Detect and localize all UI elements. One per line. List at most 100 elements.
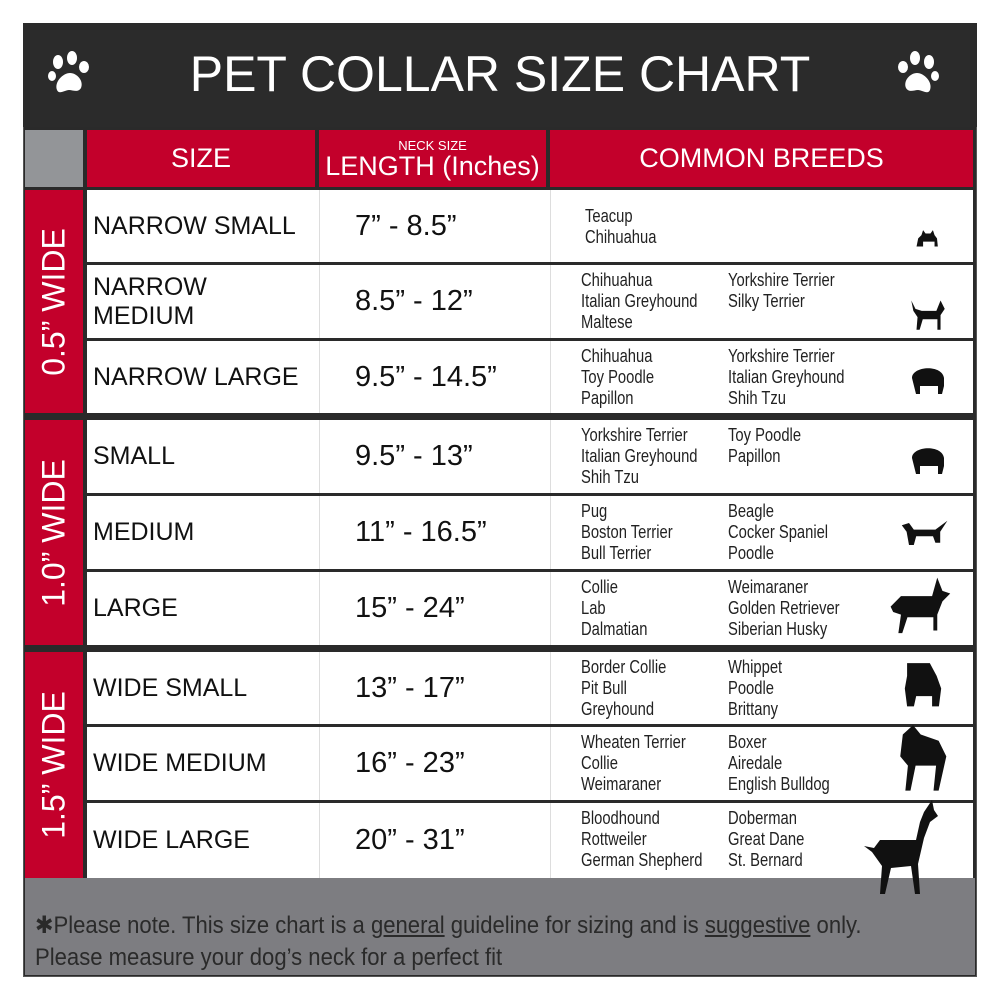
header-size: SIZE [87, 130, 315, 187]
note-line-2: Please measure your dog’s neck for a per… [35, 944, 503, 971]
breeds-cell: Collie Lab Dalmatian Weimaraner Golden Retri… [550, 572, 973, 645]
breed-name: Italian Greyhound [581, 446, 698, 466]
breed-name: Italian Greyhound [728, 367, 845, 387]
breed-name: Bloodhound [581, 808, 660, 828]
breeds-cell: Chihuahua Italian Greyhound Maltese Yorkshi… [550, 265, 973, 338]
breed-name: Siberian Husky [728, 619, 828, 639]
breed-name: Golden Retriever [728, 598, 840, 618]
size-cell: NARROW LARGE [87, 341, 315, 413]
dog-silhouette-icon [912, 368, 944, 394]
breed-name: Collie [581, 577, 618, 597]
length-cell: 13” - 17” [319, 652, 546, 724]
breed-name: German Shepherd [581, 850, 703, 870]
table-row: NARROW LARGE 9.5” - 14.5” Chihuahua Toy P… [87, 341, 973, 413]
breed-name: Brittany [728, 699, 779, 719]
table-row: WIDE MEDIUM 16” - 23” Wheaten Terrier Col… [87, 727, 973, 800]
breed-name: Yorkshire Terrier [728, 270, 835, 290]
header-length: NECK SIZE LENGTH (Inches) [319, 130, 546, 187]
breed-name: Cocker Spaniel [728, 522, 829, 542]
breed-name: St. Bernard [728, 850, 803, 870]
breed-name: Italian Greyhound [581, 291, 698, 311]
page-title: PET COLLAR SIZE CHART [189, 46, 811, 102]
footer-note: ✱Please note. This size chart is a gener… [25, 878, 975, 975]
width-group-label: 1.0” WIDE [25, 420, 83, 645]
note-text: ✱Please note. This size chart is a [35, 912, 371, 939]
table-row: LARGE 15” - 24” Collie Lab Dalmatian Weimar… [87, 572, 973, 645]
breed-name: Doberman [728, 808, 797, 828]
breeds-cell: Bloodhound Rottweiler German Shepherd Dober… [550, 803, 973, 878]
length-cell: 9.5” - 14.5” [319, 341, 546, 413]
breed-name: Poodle [728, 543, 774, 563]
breed-name: Papillon [728, 446, 781, 466]
size-cell: SMALL [87, 420, 315, 493]
header-neck-size: NECK SIZE [398, 138, 467, 153]
note-emphasis: general [370, 912, 445, 939]
size-cell: LARGE [87, 572, 315, 645]
paw-icon [898, 51, 939, 93]
breed-name: Airedale [728, 753, 783, 773]
breed-name: Boston Terrier [581, 522, 673, 542]
length-cell: 15” - 24” [319, 572, 546, 645]
header-breeds: COMMON BREEDS [550, 130, 973, 187]
length-cell: 8.5” - 12” [319, 265, 546, 338]
dog-silhouette-icon [900, 725, 947, 791]
size-cell: WIDE MEDIUM [87, 727, 315, 800]
breed-name: Greyhound [581, 699, 655, 719]
breed-name: Poodle [728, 678, 774, 698]
breeds-cell: Yorkshire Terrier Italian Greyhound Shih T… [550, 420, 973, 493]
breed-name: Chihuahua [581, 270, 653, 290]
breeds-cell: Chihuahua Toy Poodle Papillon Yorkshire Ter… [550, 341, 973, 413]
breed-name: Bull Terrier [581, 543, 652, 563]
breed-name: Whippet [728, 657, 783, 677]
breed-name: Pug [581, 501, 608, 521]
dog-silhouette-icon [912, 448, 944, 474]
length-cell: 20” - 31” [319, 803, 546, 878]
width-group-label: 0.5” WIDE [25, 190, 83, 413]
breed-name: Border Collie [581, 657, 667, 677]
table-row: WIDE SMALL 13” - 17” Border Collie Pit Bu… [87, 652, 973, 724]
breed-name: Chihuahua [581, 346, 653, 366]
breed-name: Dalmatian [581, 619, 648, 639]
breed-name: Great Dane [728, 829, 805, 849]
size-cell: WIDE SMALL [87, 652, 315, 724]
breed-name: Boxer [728, 732, 767, 752]
breed-name: Silky Terrier [728, 291, 805, 311]
breed-name: Papillon [581, 388, 634, 408]
length-cell: 9.5” - 13” [319, 420, 546, 493]
length-cell: 11” - 16.5” [319, 496, 546, 569]
breed-name: Weimaraner [728, 577, 809, 597]
breed-name: Yorkshire Terrier [581, 425, 688, 445]
breed-name: Toy Poodle [728, 425, 802, 445]
table-row: MEDIUM 11” - 16.5” Pug Boston Terrier Bull… [87, 496, 973, 569]
size-cell: NARROW SMALL [87, 190, 315, 262]
size-cell: WIDE LARGE [87, 803, 315, 878]
header-length-label: LENGTH (Inches) [325, 151, 540, 181]
table-row: WIDE LARGE 20” - 31” Bloodhound Rottweile… [87, 803, 973, 878]
breed-name: Shih Tzu [728, 388, 786, 408]
paw-icon [48, 51, 89, 93]
breed-name: Rottweiler [581, 829, 647, 849]
breed-name: Chihuahua [585, 227, 657, 247]
breed-name: Wheaten Terrier [581, 732, 686, 752]
size-cell: NARROW MEDIUM [87, 265, 315, 338]
breed-name: Yorkshire Terrier [728, 346, 835, 366]
note-emphasis: suggestive [704, 912, 811, 939]
note-text: only. [810, 912, 862, 939]
breed-name: Toy Poodle [581, 367, 655, 387]
breed-name: Maltese [581, 312, 633, 332]
breed-name: Beagle [728, 501, 774, 521]
breed-name: Collie [581, 753, 618, 773]
breed-name: Weimaraner [581, 774, 662, 794]
table-row: NARROW SMALL 7” - 8.5” Teacup Chihuahua [87, 190, 973, 262]
breeds-cell: Pug Boston Terrier Bull Terrier Beagle Cocke… [550, 496, 973, 569]
table-row: SMALL 9.5” - 13” Yorkshire Terrier Italia… [87, 420, 973, 493]
length-cell: 16” - 23” [319, 727, 546, 800]
breeds-cell: Border Collie Pit Bull Greyhound Whippet Poo… [550, 652, 973, 724]
breeds-cell: Teacup Chihuahua [550, 190, 973, 262]
dog-silhouette-icon [911, 300, 945, 330]
breed-name: Lab [581, 598, 606, 618]
note-text: guideline for sizing and is [444, 912, 705, 939]
header: PET COLLAR SIZE CHART [23, 23, 977, 127]
dog-silhouette-icon [890, 577, 951, 634]
width-group-label: 1.5” WIDE [25, 652, 83, 878]
